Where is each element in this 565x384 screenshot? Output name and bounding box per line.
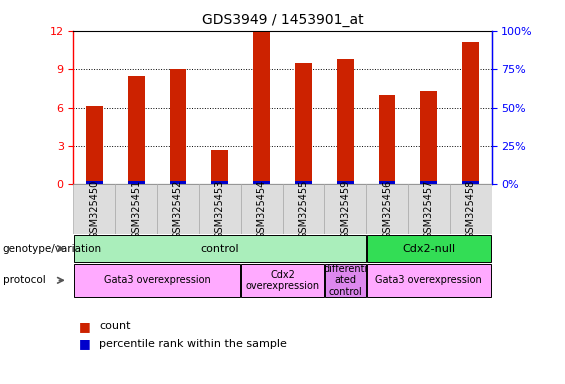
Text: Cdx2
overexpression: Cdx2 overexpression	[245, 270, 320, 291]
Bar	[379, 181, 395, 184]
Text: ■: ■	[79, 320, 91, 333]
FancyBboxPatch shape	[450, 184, 492, 234]
Bar	[128, 76, 145, 184]
Text: Cdx2-null: Cdx2-null	[402, 243, 455, 254]
Text: ■: ■	[79, 337, 91, 350]
Text: GSM325455: GSM325455	[298, 180, 308, 239]
FancyBboxPatch shape	[241, 264, 324, 296]
Text: Gata3 overexpression: Gata3 overexpression	[104, 275, 210, 285]
Text: control: control	[201, 243, 239, 254]
Bar	[86, 106, 103, 184]
Bar	[462, 181, 479, 184]
Bar	[420, 91, 437, 184]
Bar	[253, 181, 270, 184]
FancyBboxPatch shape	[241, 184, 282, 234]
Text: GSM325452: GSM325452	[173, 180, 183, 239]
Text: GSM325457: GSM325457	[424, 180, 434, 239]
Text: GSM325459: GSM325459	[340, 180, 350, 239]
FancyBboxPatch shape	[157, 184, 199, 234]
Text: GSM325456: GSM325456	[382, 180, 392, 239]
Text: Gata3 overexpression: Gata3 overexpression	[376, 275, 482, 285]
FancyBboxPatch shape	[282, 184, 324, 234]
Bar	[337, 59, 354, 184]
Text: genotype/variation: genotype/variation	[3, 243, 102, 254]
FancyBboxPatch shape	[74, 235, 366, 262]
Text: GSM325450: GSM325450	[89, 180, 99, 239]
Text: GSM325451: GSM325451	[131, 180, 141, 239]
Bar	[295, 181, 312, 184]
FancyBboxPatch shape	[366, 184, 408, 234]
FancyBboxPatch shape	[325, 264, 366, 296]
Bar	[253, 32, 270, 184]
Bar	[295, 63, 312, 184]
Text: GSM325453: GSM325453	[215, 180, 225, 239]
FancyBboxPatch shape	[199, 184, 241, 234]
FancyBboxPatch shape	[324, 184, 366, 234]
Bar	[170, 69, 186, 184]
Bar	[420, 181, 437, 184]
Bar	[379, 95, 395, 184]
Bar	[211, 150, 228, 184]
Text: differenti
ated
control: differenti ated control	[323, 264, 367, 297]
Text: GDS3949 / 1453901_at: GDS3949 / 1453901_at	[202, 13, 363, 27]
Text: GSM325454: GSM325454	[257, 180, 267, 239]
Bar	[170, 181, 186, 184]
Text: percentile rank within the sample: percentile rank within the sample	[99, 339, 287, 349]
Bar	[462, 42, 479, 184]
Text: GSM325458: GSM325458	[466, 180, 476, 239]
FancyBboxPatch shape	[408, 184, 450, 234]
Bar	[128, 181, 145, 184]
FancyBboxPatch shape	[115, 184, 157, 234]
FancyBboxPatch shape	[367, 235, 491, 262]
FancyBboxPatch shape	[367, 264, 491, 296]
Text: count: count	[99, 321, 131, 331]
Bar	[86, 181, 103, 184]
Bar	[337, 181, 354, 184]
Text: protocol: protocol	[3, 275, 46, 285]
Bar	[211, 181, 228, 184]
FancyBboxPatch shape	[74, 264, 240, 296]
FancyBboxPatch shape	[73, 184, 115, 234]
